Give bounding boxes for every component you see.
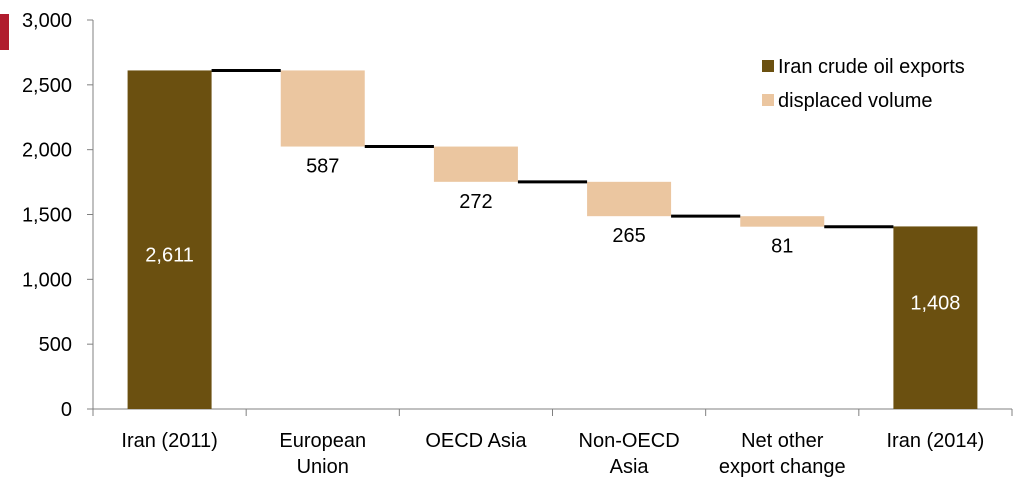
x-category-label-line: export change bbox=[719, 456, 846, 477]
red-accent-mark bbox=[0, 14, 9, 50]
x-category-label-line: Iran (2014) bbox=[886, 430, 984, 452]
data-label: 1,408 bbox=[910, 293, 960, 315]
connectors-layer bbox=[211, 68, 894, 229]
y-axis: 0 500 1,000 1,500 2,000 2,500 3,000 bbox=[22, 10, 94, 421]
x-category-label: Non-OECD Asia bbox=[579, 430, 680, 477]
y-tick-label: 2,000 bbox=[22, 140, 72, 162]
x-category-label: European Union bbox=[279, 430, 366, 477]
data-label: 81 bbox=[771, 236, 793, 258]
data-label: 265 bbox=[612, 225, 645, 247]
legend-label: Iran crude oil exports bbox=[778, 56, 965, 78]
y-tick-label: 2,500 bbox=[22, 75, 72, 97]
y-tick-label: 500 bbox=[39, 334, 72, 356]
displaced-volume-bar bbox=[587, 181, 672, 217]
x-category-label-line: OECD Asia bbox=[425, 430, 527, 452]
export-total-bar bbox=[127, 70, 212, 409]
x-category-label: OECD Asia bbox=[425, 430, 527, 452]
x-category-label-line: Net other bbox=[741, 430, 824, 452]
y-tick-label: 3,000 bbox=[22, 10, 72, 32]
x-category-label: Net other export change bbox=[719, 430, 846, 477]
x-category-label: Iran (2011) bbox=[121, 430, 217, 452]
x-category-label: Iran (2014) bbox=[886, 430, 984, 452]
displaced-volume-bar bbox=[740, 216, 825, 227]
x-category-label-line: European bbox=[279, 430, 366, 452]
x-category-label-line: Iran (2011) bbox=[121, 430, 217, 452]
legend-label: displaced volume bbox=[778, 90, 933, 112]
legend: Iran crude oil exports displaced volume bbox=[762, 56, 965, 112]
data-label: 272 bbox=[459, 191, 492, 213]
x-category-label-line: Non-OECD bbox=[579, 430, 680, 452]
displaced-volume-bar bbox=[433, 146, 518, 182]
legend-swatch bbox=[762, 94, 774, 106]
data-labels-layer: 2,611 587 272 265 81 1,408 bbox=[145, 156, 960, 315]
displaced-volume-bar bbox=[280, 70, 365, 147]
x-axis: Iran (2011) European Union OECD Asia Non-OEC… bbox=[92, 408, 1013, 477]
y-tick-label: 1,500 bbox=[22, 205, 72, 227]
data-label: 587 bbox=[306, 156, 339, 178]
bars-layer bbox=[127, 70, 978, 409]
export-total-bar bbox=[893, 226, 978, 409]
legend-swatch bbox=[762, 60, 774, 72]
data-label: 2,611 bbox=[145, 245, 194, 267]
x-category-label-line: Union bbox=[297, 456, 349, 477]
x-category-label-line: Asia bbox=[610, 456, 650, 477]
y-tick-label: 0 bbox=[61, 399, 72, 421]
y-tick-label: 1,000 bbox=[22, 269, 72, 291]
